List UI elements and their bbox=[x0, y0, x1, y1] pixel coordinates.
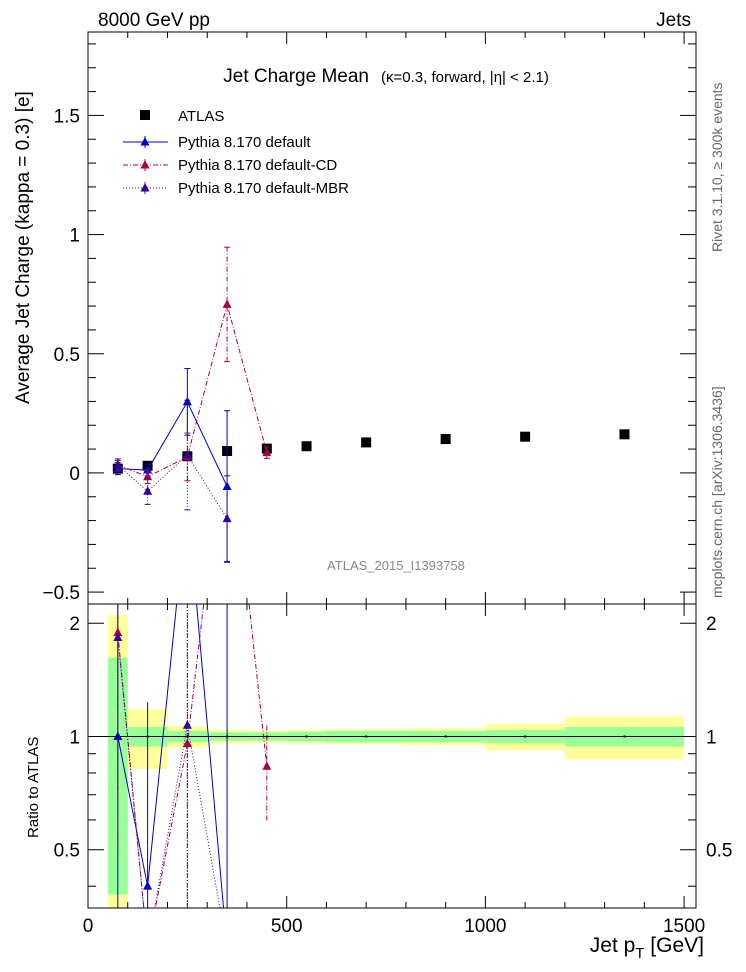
atlas-ratio-point bbox=[524, 735, 527, 738]
x-tick-label: 1500 bbox=[663, 916, 705, 937]
series-1-line bbox=[117, 400, 228, 487]
series-2-ratio-line bbox=[117, 604, 268, 908]
ratio-y-tick-label: 0.5 bbox=[54, 841, 80, 862]
atlas-data-point bbox=[440, 434, 451, 445]
series-2-point bbox=[222, 299, 232, 308]
series-2-ratio-point bbox=[262, 761, 272, 770]
series-1-legend-marker bbox=[140, 137, 150, 146]
chart-title: Jet Charge Mean bbox=[223, 66, 369, 87]
series-2-legend-marker bbox=[140, 160, 150, 169]
series-3-legend-label: Pythia 8.170 default-MBR bbox=[178, 180, 349, 197]
y-tick-label: 1 bbox=[69, 226, 80, 247]
atlas-ratio-point bbox=[146, 735, 149, 738]
atlas-ratio-point bbox=[365, 735, 368, 738]
legend: ATLAS Pythia 8.170 default Pythia 8.170 d… bbox=[123, 108, 349, 197]
y-axis-label: Average Jet Charge (kappa = 0.3) [e] bbox=[13, 91, 34, 404]
y-tick-label: 0.5 bbox=[54, 345, 80, 366]
ratio-y-tick-label-right: 1 bbox=[706, 727, 717, 748]
analysis-id-label: ATLAS_2015_I1393758 bbox=[327, 558, 465, 573]
energy-label: 8000 GeV pp bbox=[98, 10, 210, 31]
series-3-ratio-point bbox=[113, 632, 123, 641]
mcplots-reference-label: mcplots.cern.ch [arXiv:1306.3436] bbox=[709, 386, 725, 598]
legend-label-atlas: ATLAS bbox=[178, 108, 224, 125]
series-3-ratio-point bbox=[182, 720, 192, 729]
series-2-ratio-point bbox=[113, 627, 123, 637]
atlas-data-point bbox=[520, 431, 531, 442]
x-tick-label: 1000 bbox=[464, 916, 506, 937]
series-1-ratio-line bbox=[117, 604, 225, 908]
ratio-y-axis-label: Ratio to ATLAS bbox=[25, 737, 42, 838]
ratio-y-tick-label: 1 bbox=[69, 727, 80, 748]
series-1-legend-label: Pythia 8.170 default bbox=[178, 134, 311, 151]
legend-marker-atlas bbox=[140, 110, 150, 120]
atlas-ratio-point bbox=[116, 735, 119, 738]
series-3-point bbox=[143, 486, 153, 495]
ratio-y-tick-label-right: 0.5 bbox=[706, 841, 732, 862]
atlas-ratio-point bbox=[226, 735, 229, 738]
atlas-ratio-point bbox=[444, 735, 447, 738]
atlas-ratio-point bbox=[623, 735, 626, 738]
series-1-ratio-point bbox=[143, 881, 153, 890]
series-3-line bbox=[117, 454, 228, 519]
y-tick-label: 0 bbox=[69, 464, 80, 485]
series-1-point bbox=[143, 465, 153, 474]
ratio-panel: Ratio to ATLAS bbox=[25, 603, 697, 909]
atlas-ratio-point bbox=[186, 735, 189, 738]
chart-subtitle: (κ=0.3, forward, |η| < 2.1) bbox=[381, 69, 549, 86]
atlas-data-point bbox=[301, 441, 312, 452]
ratio-y-tick-label: 2 bbox=[69, 614, 80, 635]
process-label: Jets bbox=[656, 10, 691, 31]
series-2-point bbox=[262, 447, 272, 457]
x-tick-label: 0 bbox=[83, 916, 94, 937]
series-3-point bbox=[182, 450, 192, 459]
ratio-frame bbox=[87, 603, 697, 909]
main-panel: Jet Charge Mean (κ=0.3, forward, |η| < 2… bbox=[13, 31, 697, 605]
series-2-line bbox=[117, 302, 268, 478]
y-tick-label: −0.5 bbox=[42, 583, 80, 604]
series-2-legend-label: Pythia 8.170 default-CD bbox=[178, 157, 337, 174]
y-tick-label: 1.5 bbox=[54, 106, 80, 127]
atlas-data-point bbox=[619, 429, 630, 440]
atlas-ratio-point bbox=[265, 735, 268, 738]
series-3-point bbox=[222, 513, 232, 523]
x-axis-label: Jet pT [GeV] bbox=[590, 934, 704, 962]
series-3-point bbox=[113, 460, 123, 469]
atlas-ratio-point bbox=[305, 735, 308, 738]
x-tick-label: 500 bbox=[271, 916, 303, 937]
atlas-data-point bbox=[361, 437, 372, 448]
rivet-version-label: Rivet 3.1.10, ≥ 300k events bbox=[709, 82, 725, 252]
series-3-ratio-line bbox=[117, 637, 221, 908]
ratio-y-tick-label-right: 2 bbox=[706, 614, 717, 635]
series-3-legend-marker bbox=[140, 183, 150, 192]
